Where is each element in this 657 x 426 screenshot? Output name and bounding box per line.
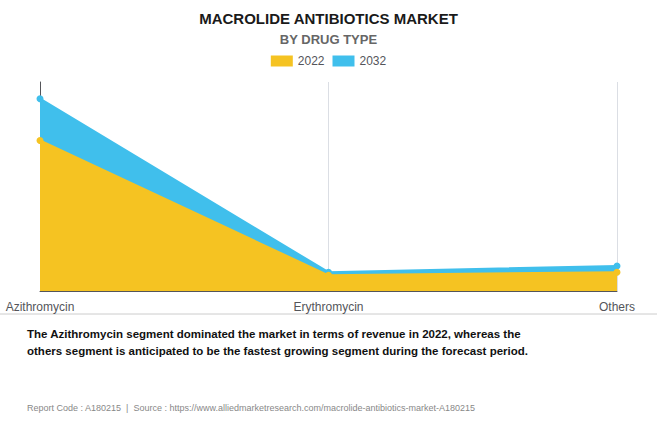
svg-text:Report Code : A180215 | Sour: Report Code : A180215 | Source : https:/… xyxy=(27,403,475,413)
svg-text:The Azithromycin segment domin: The Azithromycin segment dominated the m… xyxy=(27,328,521,340)
svg-text:BY DRUG TYPE: BY DRUG TYPE xyxy=(280,32,378,47)
svg-text:others segment is anticipated: others segment is anticipated to be the … xyxy=(27,345,528,357)
svg-text:Erythromycin: Erythromycin xyxy=(293,300,363,314)
svg-text:2032: 2032 xyxy=(360,54,387,68)
svg-text:Azithromycin: Azithromycin xyxy=(6,300,75,314)
svg-text:Others: Others xyxy=(599,300,635,314)
svg-text:MACROLIDE ANTIBIOTICS MARKET: MACROLIDE ANTIBIOTICS MARKET xyxy=(199,10,458,27)
svg-text:2022: 2022 xyxy=(298,54,325,68)
